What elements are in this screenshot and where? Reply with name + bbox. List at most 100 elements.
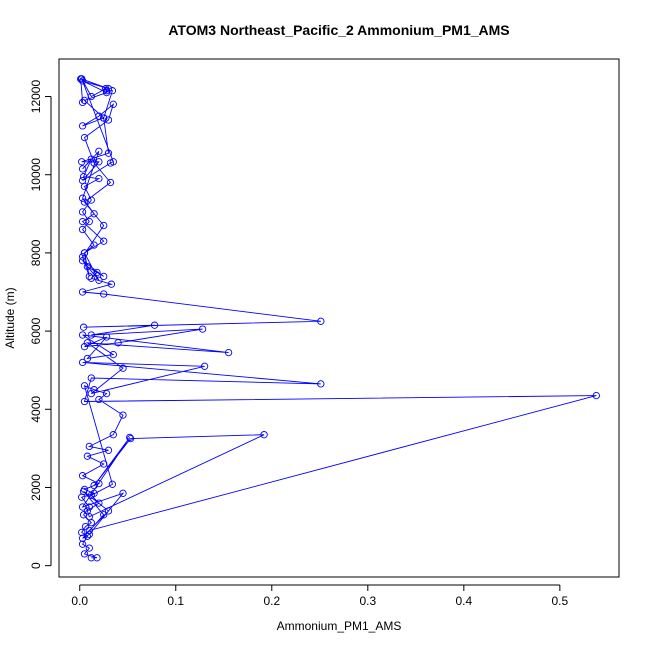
data-point (78, 257, 87, 265)
data-point (79, 173, 88, 181)
data-point (78, 540, 87, 548)
data-point (81, 522, 90, 531)
data-point (78, 122, 87, 130)
data-point (100, 460, 108, 468)
x-axis-label: Ammonium_PM1_AMS (277, 619, 402, 633)
data-point (85, 272, 93, 281)
data-point (104, 116, 113, 124)
data-point (100, 221, 108, 230)
data-point (95, 499, 103, 507)
data-point (87, 374, 95, 382)
data-point (109, 100, 117, 108)
data-point (95, 158, 103, 166)
x-tick-label: 0.5 (552, 594, 569, 608)
data-point (150, 321, 159, 329)
data-point (87, 92, 95, 101)
data-point (80, 249, 89, 257)
data-point (78, 225, 87, 234)
y-tick-label: 10000 (29, 158, 43, 192)
data-point (78, 472, 87, 480)
data-point (109, 431, 117, 439)
data-point (126, 433, 134, 442)
data-point (100, 511, 108, 519)
x-tick-label: 0.4 (455, 594, 472, 608)
y-tick-label: 4000 (29, 396, 43, 423)
data-point (90, 481, 98, 490)
data-point (77, 75, 85, 83)
y-axis-label: Altitude (m) (3, 287, 17, 348)
data-point (79, 323, 88, 331)
data-point (592, 391, 600, 400)
data-point (80, 397, 89, 406)
data-point (95, 174, 103, 183)
y-tick-label: 6000 (29, 317, 43, 344)
y-tick-label: 12000 (29, 80, 43, 114)
data-point (78, 503, 87, 511)
data-point (90, 159, 98, 167)
chart-title: ATOM3 Northeast_Pacific_2 Ammonium_PM1_A… (168, 22, 509, 38)
data-point (108, 87, 117, 95)
y-axis: 0 2000 4000 6000 8000 10000 12000 (29, 80, 52, 569)
data-point (85, 530, 93, 539)
data-point (87, 491, 95, 499)
data-point (102, 333, 111, 341)
data-point (109, 158, 117, 166)
data-point (95, 276, 103, 284)
data-point (78, 217, 87, 226)
data-point (87, 554, 95, 562)
y-tick-label: 0 (29, 562, 43, 569)
data-point (102, 389, 111, 398)
data-point (78, 98, 87, 107)
data-point (80, 96, 89, 105)
data-point (78, 331, 87, 339)
data-point (95, 479, 103, 488)
data-point (102, 87, 111, 95)
data-point (119, 489, 127, 497)
data-point (95, 147, 103, 155)
data-point (79, 487, 88, 496)
y-tick-label: 8000 (29, 239, 43, 266)
data-point (100, 237, 108, 245)
data-point (106, 178, 115, 187)
x-axis: 0.0 0.1 0.2 0.3 0.4 0.5 (71, 584, 569, 608)
data-point (260, 431, 268, 439)
data-point (85, 544, 93, 552)
data-point (80, 133, 89, 142)
x-tick-label: 0.0 (71, 594, 88, 608)
data-point (85, 526, 93, 535)
x-tick-label: 0.2 (263, 594, 280, 608)
data-point (107, 280, 116, 288)
data-point (200, 362, 209, 370)
data-point (78, 194, 87, 202)
x-tick-label: 0.3 (359, 594, 376, 608)
data-point (119, 364, 127, 372)
data-point (85, 513, 93, 521)
data-point (78, 158, 86, 166)
data-point (317, 317, 325, 325)
data-point (93, 554, 101, 562)
data-point (90, 241, 98, 249)
data-point (83, 354, 92, 363)
data-point (93, 268, 101, 277)
x-tick-label: 0.1 (167, 594, 184, 608)
data-point (78, 358, 87, 367)
data-point (87, 389, 95, 398)
data-point (80, 198, 89, 206)
data-point (87, 274, 95, 282)
data-point (114, 339, 122, 347)
data-point (104, 85, 113, 93)
data-point (317, 380, 325, 388)
data-point (78, 534, 87, 542)
data-point (83, 262, 92, 271)
data-point (104, 446, 113, 454)
data-point (100, 290, 108, 298)
data-point (104, 149, 113, 157)
series-line (80, 78, 597, 559)
plot-frame (58, 58, 620, 578)
data-point (87, 196, 95, 204)
series-ammonium (77, 75, 600, 562)
data-point (78, 288, 87, 296)
data-point (83, 452, 92, 460)
data-point (80, 343, 89, 351)
